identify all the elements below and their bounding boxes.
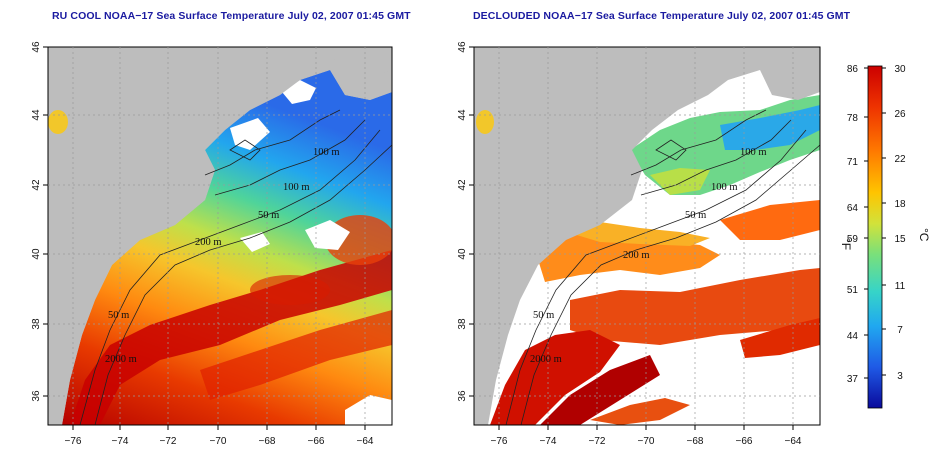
left-axis-ticks: −76 −74 −72 −70 −68 −66 −64 36 38 40 42 44 46 [31,41,374,447]
y-tick-label: 42 [457,179,468,191]
x-tick-label: −72 [589,436,606,447]
sst-patch [740,318,820,358]
contour-label-200m: 200 m [623,250,650,261]
contour-label-50m: 50 m [108,310,129,321]
coastline-land [48,47,392,425]
x-tick-label: −64 [785,436,802,447]
right-map-title: DECLOUDED NOAA−17 Sea Surface Temperatur… [473,10,851,22]
sst-patch [590,398,690,425]
y-tick-label: 38 [457,318,468,330]
x-tick-label: −76 [491,436,508,447]
y-tick-label: 44 [31,109,42,121]
x-tick-label: −74 [540,436,557,447]
temperature-colorbar: 86 78 71 64 59 51 44 37 30 26 22 18 15 11 7 3 °F °C [839,64,931,409]
x-tick-label: −68 [687,436,704,447]
left-map-frame [47,46,393,426]
gulf-stream-streak [200,310,392,400]
depth-contours [505,109,820,425]
colorbar-gradient [867,65,883,409]
cloud-patch [230,118,270,150]
fahrenheit-tick-label: 86 [847,64,859,75]
coastline-land [474,47,820,425]
x-tick-label: −70 [638,436,655,447]
fahrenheit-tick-label: 37 [847,374,859,385]
y-tick-label: 38 [31,318,42,330]
x-tick-label: −72 [160,436,177,447]
contour-label-100m: 100 m [740,147,767,158]
fahrenheit-tick-label: 71 [847,157,859,168]
contour-label-100m: 100 m [313,147,340,158]
celsius-tick-label: 7 [897,325,903,336]
warm-eddy [250,275,330,305]
y-tick-label: 42 [31,179,42,191]
contour-label-100m: 100 m [283,182,310,193]
right-map-frame [473,46,821,426]
y-tick-label: 40 [31,248,42,260]
y-tick-label: 36 [31,390,42,402]
contour-label-50m: 50 m [685,210,706,221]
contour-label-2000m: 2000 m [105,354,137,365]
depth-contours [79,109,392,425]
celsius-tick-label: 3 [897,371,903,382]
cloud-patch [240,232,270,252]
contour-label-2000m: 2000 m [530,354,562,365]
fahrenheit-tick-label: 51 [847,285,859,296]
celsius-unit-label: °C [917,228,931,242]
fahrenheit-unit-label: °F [839,238,853,250]
contour-label-100m: 100 m [711,182,738,193]
left-graticule [48,47,392,425]
y-tick-label: 36 [457,390,468,402]
right-contour-labels: 100 m 100 m 50 m 200 m 50 m 2000 m [530,147,767,365]
fahrenheit-tick-label: 64 [847,203,859,214]
celsius-tick-label: 26 [894,109,906,120]
contour-label-50m: 50 m [258,210,279,221]
celsius-tick-label: 11 [895,281,906,292]
y-tick-label: 44 [457,109,468,121]
celsius-tick-label: 22 [894,154,906,165]
celsius-tick-label: 15 [894,234,906,245]
x-tick-label: −70 [210,436,227,447]
x-tick-label: −68 [259,436,276,447]
contour-label-200m: 200 m [195,237,222,248]
right-axis-ticks: −76 −74 −72 −70 −68 −66 −64 36 38 40 42 44 46 [457,41,802,447]
celsius-tick-label: 30 [894,64,906,75]
fahrenheit-tick-label: 59 [847,234,859,245]
left-contour-labels: 100 m 100 m 50 m 200 m 50 m 2000 m [105,147,340,365]
sst-patch [560,222,710,246]
island [48,110,68,134]
right-graticule [474,47,820,425]
fahrenheit-tick-label: 78 [847,113,859,124]
x-tick-label: −74 [112,436,129,447]
y-tick-label: 40 [457,248,468,260]
contour-label-50m: 50 m [533,310,554,321]
island [476,110,494,134]
north-land [330,47,392,80]
x-tick-label: −64 [357,436,374,447]
left-map-title: RU COOL NOAA−17 Sea Surface Temperature … [52,10,411,22]
y-tick-label: 46 [457,41,468,53]
cloud-patch [282,80,316,104]
y-tick-label: 46 [31,41,42,53]
right-map [474,47,820,425]
x-tick-label: −76 [65,436,82,447]
sst-patch [720,200,820,240]
sst-patch [570,268,820,345]
sst-patch [720,105,820,150]
celsius-tick-label: 18 [894,199,906,210]
sst-patch [490,330,620,425]
x-tick-label: −66 [736,436,753,447]
left-map [48,47,392,425]
x-tick-label: −66 [308,436,325,447]
cloud-patch [345,395,392,425]
sst-patch [540,355,660,425]
fahrenheit-tick-label: 44 [847,331,859,342]
